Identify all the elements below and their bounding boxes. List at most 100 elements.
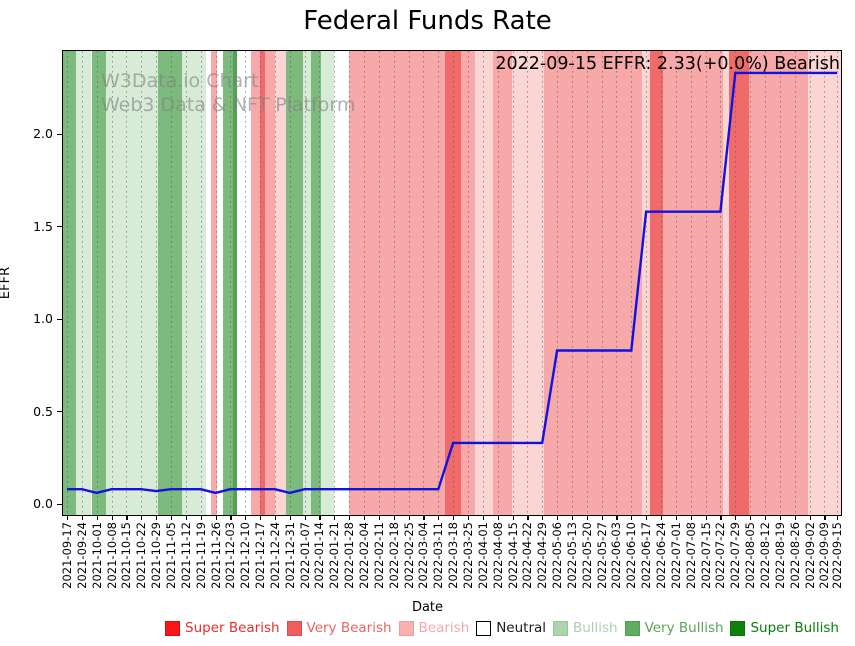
gridline [304, 51, 306, 515]
y-tick-label: 1.5 [33, 218, 53, 234]
gridline [794, 51, 796, 515]
y-tick-label: 0.0 [33, 496, 53, 511]
legend-item-neutral: Neutral [476, 620, 546, 636]
x-tick-mark [453, 515, 455, 520]
y-axis-label: EFFR [0, 266, 13, 300]
x-tick-mark [764, 515, 767, 520]
gridline [779, 51, 781, 515]
x-tick-mark [735, 515, 737, 520]
sentiment-band-bearish-light [641, 51, 650, 515]
gridline [616, 51, 618, 515]
legend-label: Neutral [496, 620, 547, 636]
x-tick-mark [349, 515, 351, 520]
gridline [837, 51, 839, 515]
sentiment-band-very-bullish [91, 51, 107, 515]
x-tick-mark [438, 515, 440, 520]
sentiment-bands [63, 51, 841, 515]
sentiment-band-bearish [543, 51, 642, 515]
gridline [631, 51, 633, 515]
gridline [423, 51, 425, 515]
legend-item-super-bullish: Super Bullish [730, 620, 839, 636]
gridline [809, 51, 811, 515]
sentiment-band-neutral [217, 51, 223, 515]
sentiment-band-super-bullish [232, 51, 238, 515]
x-tick-label: 2022-09-15 [830, 522, 845, 589]
x-tick-mark [230, 515, 232, 520]
gridline [156, 51, 158, 515]
gridline [512, 51, 514, 515]
y-tick-mark [57, 411, 62, 413]
x-tick-mark [631, 515, 633, 520]
sentiment-band-bearish [211, 51, 218, 515]
x-tick-mark [334, 515, 336, 520]
sentiment-band-bullish [106, 51, 158, 515]
watermark: W3Data.io Chart Web3 Data & NFT Platform [101, 69, 355, 117]
watermark-line2: Web3 Data & NFT Platform [101, 94, 356, 116]
gridline [824, 51, 826, 515]
x-tick-mark [393, 515, 395, 520]
x-tick-mark [809, 515, 811, 520]
gridline [661, 51, 662, 515]
x-tick-mark [81, 515, 84, 520]
x-tick-mark [156, 515, 158, 520]
sentiment-band-very-bullish [157, 51, 183, 515]
legend-item-bearish: Bearish [398, 620, 470, 636]
gridline [438, 51, 440, 515]
sentiment-band-very-bearish [729, 51, 749, 515]
x-tick-mark [557, 515, 559, 520]
sentiment-band-bullish [303, 51, 311, 515]
x-tick-mark [408, 515, 410, 520]
x-tick-mark [586, 515, 588, 520]
gridline [557, 51, 559, 515]
legend-item-super-bearish: Super Bearish [165, 620, 280, 636]
legend-label: Bearish [418, 620, 470, 636]
gridline [260, 51, 262, 515]
sentiment-band-bearish-light [274, 51, 287, 515]
x-tick-mark [467, 515, 470, 520]
sentiment-band-bearish-light [722, 51, 730, 515]
gridline [319, 51, 321, 515]
legend-item-bullish: Bullish [552, 620, 618, 636]
x-tick-mark [185, 515, 187, 520]
x-tick-mark [364, 515, 366, 520]
gridline [646, 51, 648, 515]
gridline [111, 51, 113, 515]
gridline [601, 51, 603, 515]
x-tick-mark [141, 515, 143, 520]
x-tick-mark [111, 515, 113, 520]
legend-label: Very Bearish [306, 620, 392, 636]
x-tick-mark [779, 515, 781, 520]
y-tick-mark [57, 133, 62, 135]
sentiment-band-neutral [205, 51, 212, 515]
x-tick-mark [289, 515, 291, 520]
gridline [542, 51, 544, 515]
sentiment-band-very-bullish [222, 51, 233, 515]
gridline [586, 51, 588, 515]
gridline [527, 51, 529, 515]
x-tick-mark [705, 515, 707, 520]
x-tick-mark [96, 515, 98, 520]
effr-line-path [67, 71, 838, 495]
y-tick-label: 0.5 [33, 403, 53, 419]
gridline [467, 51, 469, 515]
sentiment-band-bearish [250, 51, 261, 515]
x-tick-mark [423, 515, 425, 520]
x-tick-mark [794, 515, 796, 520]
legend-label: Super Bearish [185, 620, 280, 636]
x-tick-mark [378, 515, 381, 520]
sentiment-band-bearish [265, 51, 275, 515]
sentiment-band-neutral [333, 51, 349, 515]
sentiment-legend: Super Bearish Very Bearish Bearish Neutral B… [165, 620, 839, 636]
x-tick-mark [260, 515, 262, 520]
x-tick-mark [601, 515, 603, 520]
gridline [675, 51, 677, 515]
sentiment-band-bullish [320, 51, 334, 515]
sentiment-band-very-bearish [260, 51, 266, 515]
legend-item-very-bearish: Very Bearish [286, 620, 392, 636]
x-tick-mark [67, 515, 69, 520]
gridline [67, 51, 68, 515]
gridline [705, 51, 707, 515]
x-tick-mark [824, 515, 826, 520]
gridline [141, 51, 143, 515]
sentiment-band-very-bullish [310, 51, 321, 515]
